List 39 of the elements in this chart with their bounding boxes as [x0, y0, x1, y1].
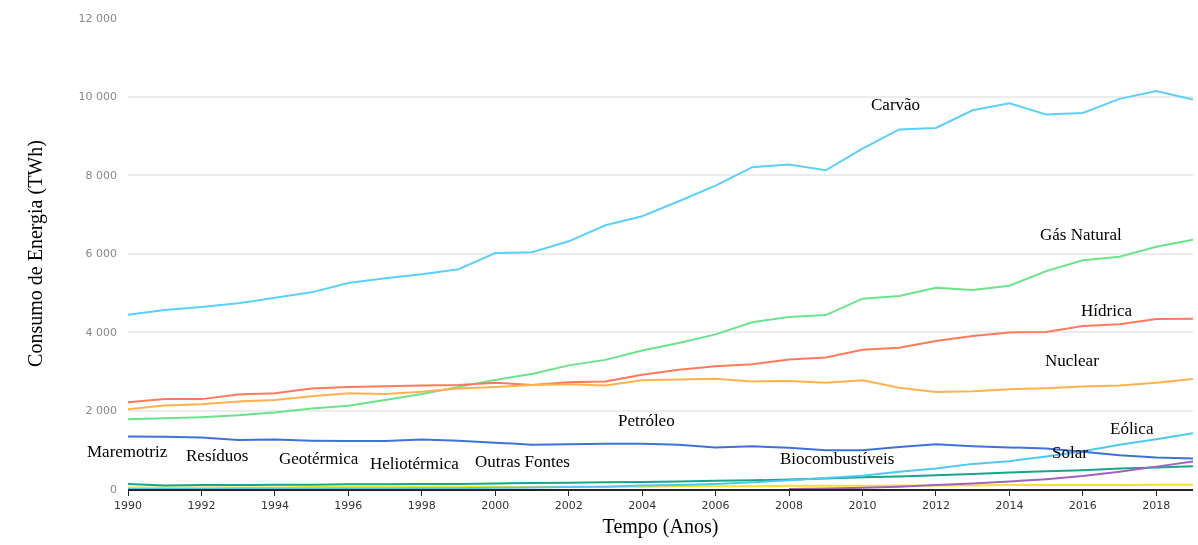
y-tick-label: 6 000 — [85, 247, 117, 261]
annotation: Carvão — [871, 95, 921, 114]
y-tick-label: 4 000 — [85, 325, 117, 339]
line-series — [128, 377, 1193, 411]
annotation: Gás Natural — [1040, 225, 1122, 244]
line-series — [128, 317, 1193, 404]
annotation: Eólica — [1110, 419, 1154, 438]
x-tick-label: 2014 — [995, 498, 1024, 512]
annotation: Nuclear — [1045, 351, 1100, 370]
x-tick-label: 2018 — [1142, 498, 1171, 512]
y-axis-title: Consumo de Energia (TWh) — [24, 140, 47, 367]
x-tick-label: 1994 — [260, 498, 289, 512]
annotation: Resíduos — [186, 446, 249, 465]
y-tick-label: 0 — [110, 482, 117, 496]
x-tick-label: 2004 — [628, 498, 657, 512]
y-tick-label: 10 000 — [78, 90, 117, 104]
annotation: Hídrica — [1081, 301, 1133, 320]
y-tick-label: 2 000 — [85, 404, 117, 418]
x-tick-label: 2008 — [775, 498, 804, 512]
annotation: Geotérmica — [279, 449, 359, 468]
x-tick-label: 2002 — [554, 498, 583, 512]
x-tick-label: 1996 — [334, 498, 363, 512]
x-tick-label: 2016 — [1068, 498, 1097, 512]
x-tick-label: 1990 — [114, 498, 142, 512]
annotation: Petróleo — [618, 411, 675, 430]
annotation: Maremotriz — [87, 442, 168, 461]
annotation: Biocombustíveis — [780, 449, 895, 468]
x-tick-label: 1998 — [407, 498, 436, 512]
x-tick-label: 1992 — [187, 498, 216, 512]
y-tick-label: 8 000 — [85, 168, 117, 182]
annotation: Outras Fontes — [475, 452, 570, 471]
y-tick-label: 12 000 — [78, 11, 117, 25]
line-series — [128, 90, 1193, 316]
x-tick-label: 2006 — [701, 498, 730, 512]
x-axis-title: Tempo (Anos) — [602, 514, 719, 538]
x-tick-label: 2012 — [921, 498, 950, 512]
annotation: Heliotérmica — [370, 454, 460, 473]
x-tick-label: 2000 — [481, 498, 510, 512]
x-tick-label: 2010 — [848, 498, 877, 512]
